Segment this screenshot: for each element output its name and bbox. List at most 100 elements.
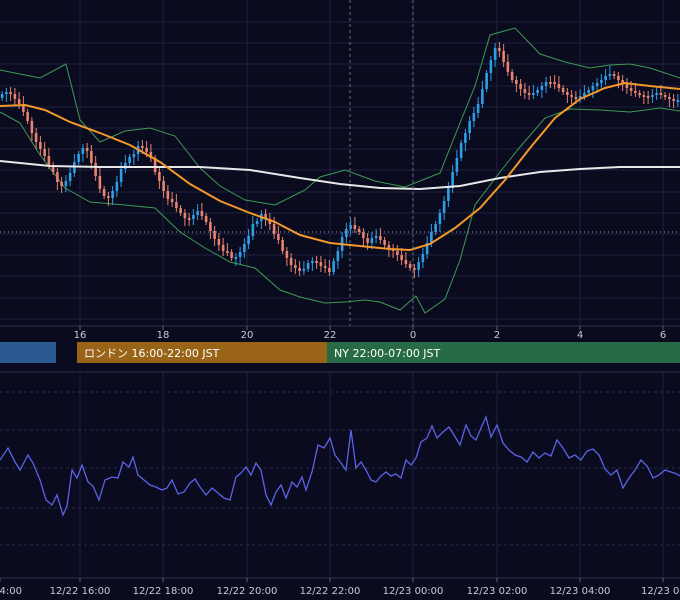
candle-body	[179, 208, 182, 213]
x-tick-label: 16	[74, 330, 87, 341]
candle-body	[447, 188, 450, 201]
candle-body	[519, 84, 522, 89]
candle-body	[574, 97, 578, 99]
bollinger-upper	[0, 27, 680, 206]
candle-body	[396, 251, 399, 255]
candle-body	[298, 268, 301, 271]
candle-body	[217, 239, 221, 245]
candle-body	[323, 266, 327, 268]
candle-body	[187, 218, 191, 220]
candle-body	[421, 254, 425, 262]
candle-body	[281, 240, 284, 251]
candle-body	[68, 173, 72, 181]
x-tick-label: 4	[577, 330, 583, 341]
candle-body	[319, 262, 323, 266]
x-tick-label: 12/23 00:00	[383, 586, 444, 597]
oscillator	[0, 415, 680, 517]
x-tick-label: 12/23 04:00	[550, 586, 611, 597]
candle-body	[553, 82, 556, 84]
candle-body	[404, 260, 408, 264]
candle-body	[434, 224, 437, 232]
candle-body	[26, 112, 29, 121]
candle-body	[0, 94, 4, 98]
candle-body	[226, 251, 229, 253]
session-ny	[327, 342, 680, 363]
candle-body	[532, 93, 535, 95]
candle-body	[102, 189, 106, 196]
candle-body	[315, 261, 318, 263]
bollinger-bands	[0, 27, 680, 314]
candle-body	[659, 93, 663, 95]
candle-body	[366, 238, 369, 243]
candle-body	[170, 199, 174, 202]
candle-body	[289, 258, 293, 265]
candle-body	[128, 157, 131, 163]
candle-body	[34, 133, 38, 142]
candle-body	[43, 149, 46, 156]
candle-body	[328, 268, 331, 272]
candle-body	[476, 104, 480, 113]
moving-averages	[0, 81, 680, 252]
candle-body	[17, 99, 21, 104]
candle-body	[668, 97, 671, 99]
candle-body	[39, 142, 42, 149]
candle-body	[73, 162, 76, 173]
candle-body	[98, 176, 102, 189]
candle-body	[111, 191, 114, 198]
candle-body	[600, 80, 603, 83]
x-tick-label: 6	[660, 330, 666, 341]
session-ny-label: NY 22:00-07:00 JST	[334, 347, 441, 360]
candle-body	[493, 48, 497, 60]
x-tick-label: 12/23 06:00	[641, 586, 680, 597]
candle-body	[438, 213, 442, 224]
candle-body	[591, 86, 595, 90]
session-tokyo	[0, 342, 56, 363]
candle-body	[583, 93, 586, 96]
candle-body	[336, 251, 340, 261]
candle-body	[213, 231, 216, 239]
candle-body	[9, 92, 12, 94]
session-london	[77, 342, 327, 363]
candle-body	[90, 151, 93, 163]
candle-body	[451, 172, 454, 188]
ma-short-line	[0, 81, 680, 252]
candle-body	[311, 261, 314, 263]
x-tick-label: 0	[410, 330, 416, 341]
candle-body	[204, 216, 208, 222]
candle-body	[51, 165, 55, 172]
candle-body	[13, 94, 17, 99]
candle-body	[230, 252, 233, 258]
candle-body	[183, 213, 187, 218]
candle-body	[332, 261, 335, 272]
grid	[0, 0, 680, 326]
candle-body	[566, 92, 569, 95]
candle-body	[455, 158, 459, 172]
x-tick-label: 12/22 22:00	[300, 586, 361, 597]
candle-body	[294, 265, 297, 268]
candle-body	[255, 221, 259, 224]
candle-body	[527, 93, 531, 95]
candle-body	[30, 121, 34, 133]
candle-body	[442, 201, 446, 213]
candle-body	[383, 240, 386, 245]
candle-body	[672, 99, 675, 101]
candle-body	[379, 236, 382, 240]
candle-body	[604, 76, 607, 80]
candle-body	[595, 83, 599, 86]
candle-body	[81, 148, 85, 154]
candle-body	[468, 121, 471, 133]
candle-body	[510, 72, 514, 80]
candle-body	[387, 245, 391, 249]
candle-body	[540, 86, 544, 90]
candle-body	[285, 251, 289, 258]
candle-body	[646, 96, 650, 98]
candle-body	[544, 82, 548, 86]
candle-body	[617, 76, 620, 80]
x-tick-label: 12/22 14:00	[0, 586, 22, 597]
candle-body	[362, 232, 365, 238]
candle-body	[119, 169, 123, 182]
candle-body	[557, 84, 561, 88]
top-x-axis: 16 18 20 22 0 2 4 6	[74, 326, 666, 341]
candle-body	[162, 181, 165, 191]
candle-body	[578, 96, 582, 98]
